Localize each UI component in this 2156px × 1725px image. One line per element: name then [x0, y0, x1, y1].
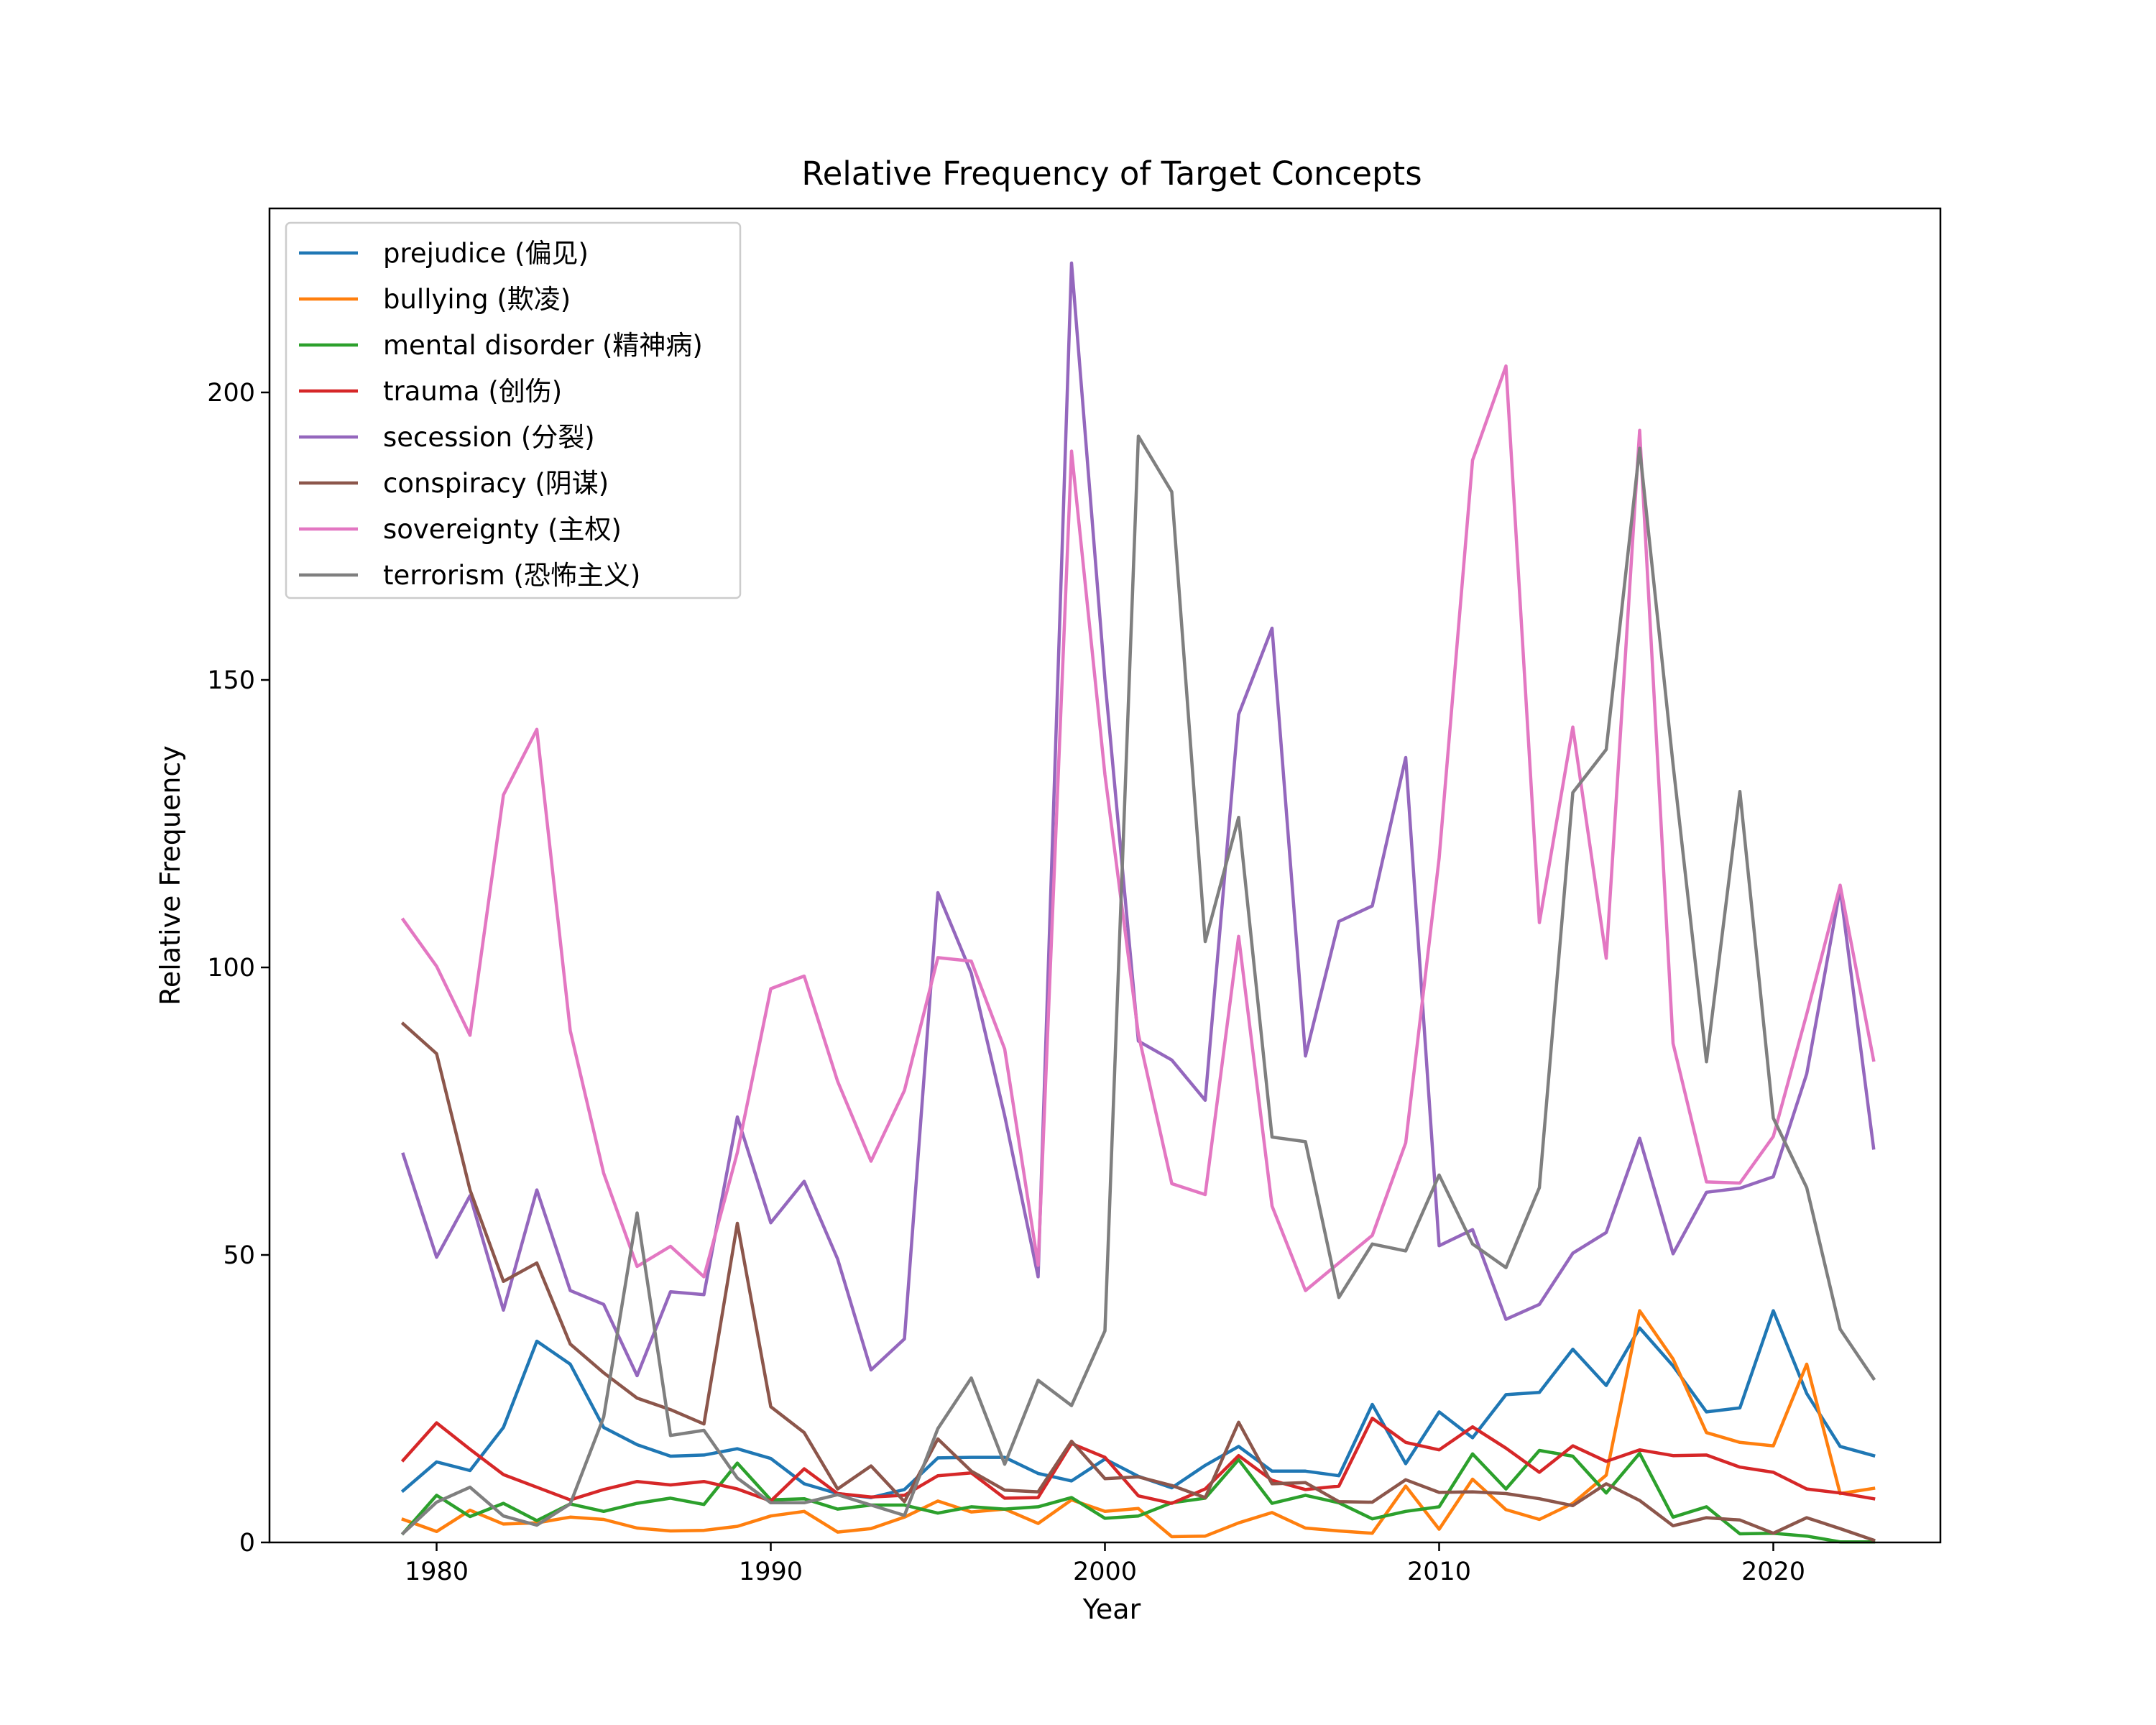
legend-label: mental disorder (精神病): [383, 330, 703, 361]
y-axis-label: Relative Frequency: [155, 745, 186, 1006]
x-tick-label: 1990: [739, 1558, 803, 1586]
chart-title: Relative Frequency of Target Concepts: [801, 155, 1422, 193]
x-tick-label: 2020: [1741, 1558, 1805, 1586]
legend-label: prejudice (偏见): [383, 238, 589, 269]
x-tick-label: 1980: [405, 1558, 469, 1586]
legend: prejudice (偏见) bullying (欺凌) mental disord…: [285, 221, 742, 599]
y-tick-label: 200: [207, 379, 255, 408]
legend-label: terrorism (恐怖主义): [383, 560, 640, 591]
y-tick-label: 0: [239, 1529, 255, 1558]
legend-label: bullying (欺凌): [383, 284, 571, 315]
series-line-6: [400, 1021, 1876, 1542]
x-axis-label: Year: [1082, 1593, 1141, 1625]
series-line-3: [400, 1448, 1876, 1544]
x-tick-label: 2010: [1407, 1558, 1471, 1586]
series-line-8: [400, 434, 1876, 1536]
series-line-2: [401, 1309, 1876, 1539]
series-layer: [400, 261, 1876, 1544]
legend-label: sovereignty (主权): [383, 514, 622, 545]
series-line-7: [400, 364, 1876, 1292]
x-tick-label: 2000: [1073, 1558, 1137, 1586]
y-tick-label: 150: [207, 666, 255, 695]
y-tick-label: 100: [207, 954, 255, 983]
y-tick-label: 50: [223, 1241, 255, 1270]
y-axis: 0 50 100 150 200: [207, 379, 270, 1558]
x-axis: 1980 1990 2000 2010 2020: [405, 1542, 1805, 1586]
legend-label: conspiracy (阴谋): [383, 468, 609, 499]
legend-label: trauma (创伤): [383, 376, 562, 407]
legend-box: [285, 221, 742, 599]
series-line-4: [400, 1416, 1876, 1505]
legend-label: secession (分裂): [383, 422, 595, 453]
